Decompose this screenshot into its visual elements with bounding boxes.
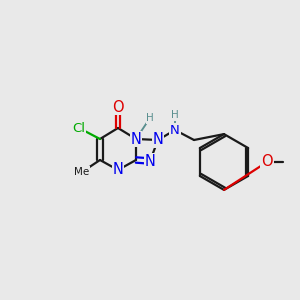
Text: N: N — [145, 154, 155, 169]
Text: Cl: Cl — [73, 122, 85, 134]
Text: Me: Me — [74, 167, 90, 177]
Text: N: N — [112, 163, 123, 178]
Text: N: N — [153, 133, 164, 148]
Text: N: N — [130, 131, 141, 146]
Text: H: H — [171, 110, 179, 120]
Text: H: H — [146, 113, 154, 123]
Text: O: O — [112, 100, 124, 115]
Text: N: N — [170, 124, 180, 136]
Text: O: O — [261, 154, 273, 169]
